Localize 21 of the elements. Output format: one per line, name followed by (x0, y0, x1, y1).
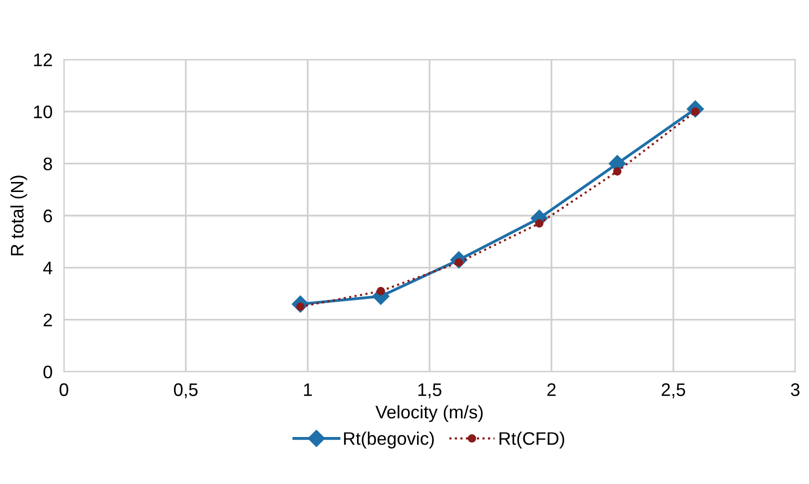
y-tick-label: 2 (44, 314, 52, 326)
y-tick-label: 4 (43, 262, 52, 274)
y-tick-label: 0 (43, 366, 52, 378)
x-tick-label: 3 (790, 383, 800, 396)
x-tick-label: 1,5 (418, 383, 442, 398)
x-tick-label: 0 (60, 383, 68, 396)
point (535, 219, 544, 228)
x-tick-label: 2 (547, 383, 556, 396)
y-axis-title: R total (N) (10, 176, 28, 256)
legend-label: Rt(CFD) (500, 432, 564, 448)
y-tick-label: 6 (44, 210, 52, 222)
x-axis-title: Velocity (m/s) (375, 405, 483, 422)
x-tick-label: 1 (304, 383, 312, 396)
point (376, 286, 385, 296)
y-tick-label: 8 (44, 158, 52, 170)
y-tick-label: 12 (34, 53, 52, 66)
x-tick-label: 0,5 (174, 383, 198, 398)
point (613, 167, 622, 176)
y-tick-label: 10 (34, 105, 52, 118)
x-tick-label: 2,5 (662, 383, 686, 398)
legend-label: Rt(begovic) (344, 432, 434, 448)
